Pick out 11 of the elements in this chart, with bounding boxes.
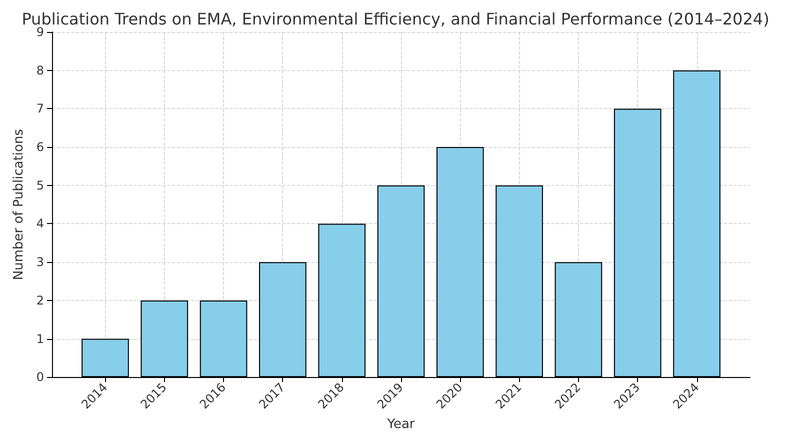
y-tick-label: 3 [36,255,44,270]
y-tick-label: 1 [36,332,44,346]
y-tick-label: 7 [36,102,44,116]
y-tick-label: 0 [36,370,44,384]
y-tick-label: 4 [36,216,44,231]
y-tick-label: 2 [36,293,44,308]
y-axis-title: Number of Publications [11,128,26,280]
y-tick-label: 8 [36,63,44,78]
y-tick-label: 6 [36,140,44,154]
x-axis-title: Year [386,417,416,432]
y-tick-label: 5 [36,178,44,192]
